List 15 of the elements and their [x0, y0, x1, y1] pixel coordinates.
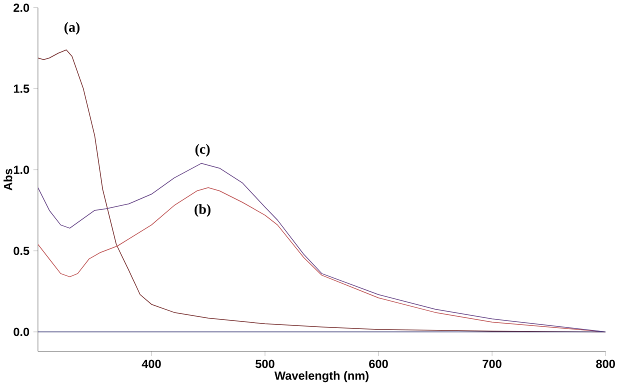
x-tick-label: 600 [369, 360, 388, 368]
x-tick-label: 700 [482, 360, 502, 368]
x-axis-title: Wavelength (nm) [274, 371, 369, 382]
annotation: (b) [194, 204, 210, 217]
y-axis-title: Abs [4, 169, 12, 191]
annotation: (c) [195, 144, 210, 157]
x-tick-label: 400 [142, 360, 161, 368]
y-tick-label: 1.5 [14, 84, 30, 94]
y-tick-label: 1.0 [14, 166, 30, 174]
y-tick-label: 0.0 [14, 328, 30, 336]
y-tick-label: 0.5 [14, 246, 30, 256]
y-tick-label: 2.0 [14, 4, 30, 12]
x-tick-label: 500 [256, 360, 274, 368]
annotation: (a) [64, 22, 80, 35]
x-tick-label: 800 [596, 360, 615, 368]
